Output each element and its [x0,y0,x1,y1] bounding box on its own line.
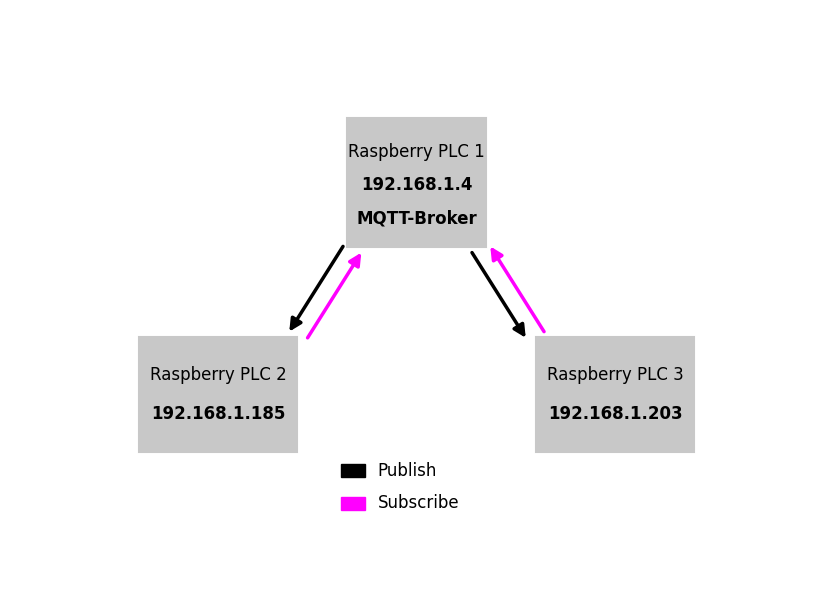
Text: Subscribe: Subscribe [377,494,459,512]
Bar [341,464,365,477]
Text: Raspberry PLC 3: Raspberry PLC 3 [547,366,684,384]
Text: Raspberry PLC 2: Raspberry PLC 2 [150,366,286,384]
Text: 192.168.1.185: 192.168.1.185 [151,406,285,423]
Text: Raspberry PLC 1: Raspberry PLC 1 [348,143,485,161]
FancyBboxPatch shape [140,337,297,452]
FancyBboxPatch shape [537,337,693,452]
FancyBboxPatch shape [347,118,486,247]
Text: 192.168.1.203: 192.168.1.203 [548,406,682,423]
Text: Publish: Publish [377,462,437,480]
Text: 192.168.1.4: 192.168.1.4 [361,176,472,194]
Bar [341,497,365,510]
Text: MQTT-Broker: MQTT-Broker [356,210,477,228]
